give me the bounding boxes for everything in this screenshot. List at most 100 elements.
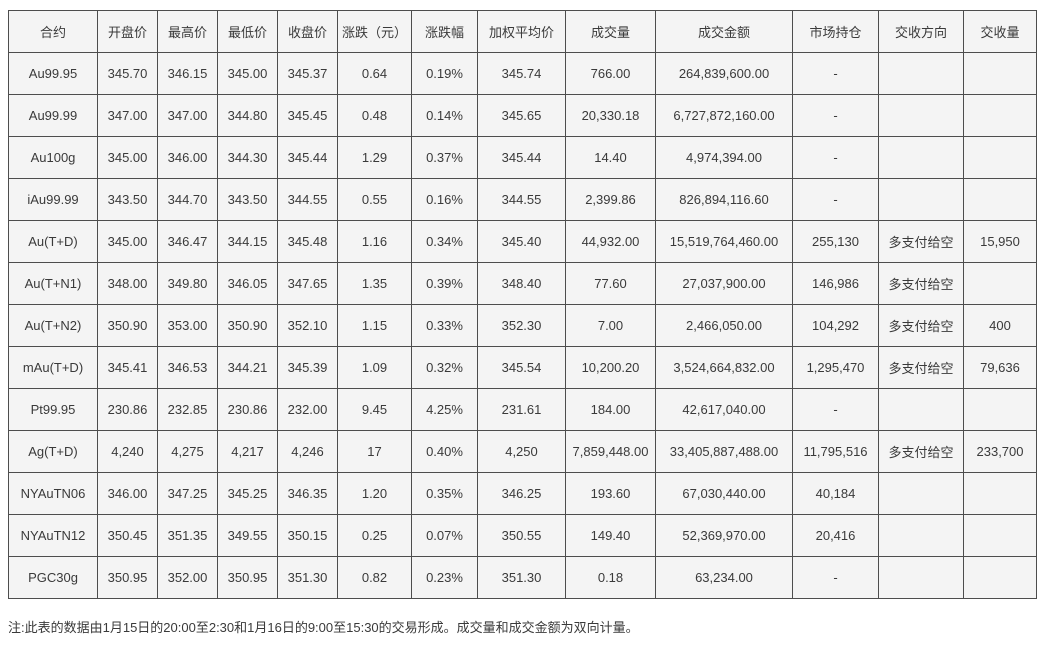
column-header-open-interest: 市场持仓 [792,10,879,53]
cell-delivery-direction: 多支付给空 [878,346,964,389]
cell-change: 1.29 [337,136,412,179]
cell-delivery-volume [963,514,1037,557]
cell-delivery-direction [878,94,964,137]
cell-high: 346.15 [157,52,218,95]
cell-turnover: 3,524,664,832.00 [655,346,793,389]
column-header-close: 收盘价 [277,10,338,53]
cell-low: 345.00 [217,52,278,95]
cell-high: 4,275 [157,430,218,473]
cell-close: 347.65 [277,262,338,305]
table-row-mAu(T+D): mAu(T+D) 345.41 346.53 344.21 345.39 1.09 0.32… [8,346,1037,389]
table-body: Au99.95 345.70 346.15 345.00 345.37 0.64 0.19%… [8,52,1037,599]
cell-turnover: 27,037,900.00 [655,262,793,305]
cell-low: 344.30 [217,136,278,179]
cell-turnover: 15,519,764,460.00 [655,220,793,263]
cell-delivery-direction [878,514,964,557]
cell-open: 4,240 [97,430,158,473]
cell-turnover: 4,974,394.00 [655,136,793,179]
cell-volume: 0.18 [565,556,656,599]
cell-open-interest: 20,416 [792,514,879,557]
cell-close: 346.35 [277,472,338,515]
cell-low: 344.21 [217,346,278,389]
cell-contract: NYAuTN06 [8,472,98,515]
cell-change: 17 [337,430,412,473]
cell-contract: Au99.95 [8,52,98,95]
cell-close: 232.00 [277,388,338,431]
cell-low: 344.15 [217,220,278,263]
cell-high: 344.70 [157,178,218,221]
cell-delivery-direction: 多支付给空 [878,262,964,305]
cell-high: 353.00 [157,304,218,347]
cell-delivery-direction: 多支付给空 [878,304,964,347]
cell-contract: mAu(T+D) [8,346,98,389]
cell-low: 349.55 [217,514,278,557]
cell-turnover: 826,894,116.60 [655,178,793,221]
cell-turnover: 52,369,970.00 [655,514,793,557]
cell-high: 352.00 [157,556,218,599]
cell-delivery-volume [963,94,1037,137]
cell-turnover: 264,839,600.00 [655,52,793,95]
cell-change-pct: 0.16% [411,178,478,221]
table-row-Au(T+N1): Au(T+N1) 348.00 349.80 346.05 347.65 1.35 0.39… [8,262,1037,305]
table-row-Au99.99: Au99.99 347.00 347.00 344.80 345.45 0.48 0.14%… [8,94,1037,137]
cell-volume: 10,200.20 [565,346,656,389]
cell-volume: 14.40 [565,136,656,179]
column-header-turnover: 成交金额 [655,10,793,53]
cell-close: 350.15 [277,514,338,557]
table-row-NYAuTN06: NYAuTN06 346.00 347.25 345.25 346.35 1.20 0.35… [8,472,1037,515]
cell-open: 350.45 [97,514,158,557]
cell-open-interest: 104,292 [792,304,879,347]
cell-open: 348.00 [97,262,158,305]
cell-change-pct: 0.07% [411,514,478,557]
cell-vwap: 4,250 [477,430,566,473]
cell-vwap: 346.25 [477,472,566,515]
cell-open: 343.50 [97,178,158,221]
cell-volume: 77.60 [565,262,656,305]
cell-delivery-direction: 多支付给空 [878,430,964,473]
table-row-Pt99.95: Pt99.95 230.86 232.85 230.86 232.00 9.45 4.25%… [8,388,1037,431]
cell-change-pct: 0.23% [411,556,478,599]
column-header-low: 最低价 [217,10,278,53]
cell-open: 345.70 [97,52,158,95]
cell-delivery-direction [878,472,964,515]
table-row-iAu99.99: iAu99.99 343.50 344.70 343.50 344.55 0.55 0.16… [8,178,1037,221]
cell-turnover: 63,234.00 [655,556,793,599]
cell-open: 345.00 [97,136,158,179]
cell-low: 230.86 [217,388,278,431]
cell-vwap: 348.40 [477,262,566,305]
cell-turnover: 2,466,050.00 [655,304,793,347]
cell-delivery-volume [963,262,1037,305]
cell-open: 345.41 [97,346,158,389]
cell-contract: PGC30g [8,556,98,599]
cell-open-interest: 40,184 [792,472,879,515]
cell-close: 345.45 [277,94,338,137]
column-header-delivery-direction: 交收方向 [878,10,964,53]
cell-high: 351.35 [157,514,218,557]
cell-open-interest: 1,295,470 [792,346,879,389]
cell-close: 345.48 [277,220,338,263]
cell-delivery-volume: 400 [963,304,1037,347]
column-header-delivery-volume: 交收量 [963,10,1037,53]
cell-change: 0.64 [337,52,412,95]
cell-change-pct: 0.35% [411,472,478,515]
cell-change: 0.82 [337,556,412,599]
cell-delivery-volume [963,472,1037,515]
cell-contract: Au(T+N2) [8,304,98,347]
cell-contract: Au(T+D) [8,220,98,263]
cell-volume: 20,330.18 [565,94,656,137]
cell-close: 345.39 [277,346,338,389]
cell-change-pct: 0.19% [411,52,478,95]
cell-contract: Pt99.95 [8,388,98,431]
cell-open-interest: - [792,556,879,599]
cell-open: 346.00 [97,472,158,515]
cell-low: 343.50 [217,178,278,221]
cell-change: 1.35 [337,262,412,305]
cell-open-interest: - [792,388,879,431]
cell-contract: Ag(T+D) [8,430,98,473]
cell-change: 1.16 [337,220,412,263]
cell-close: 345.37 [277,52,338,95]
cell-open-interest: - [792,94,879,137]
cell-low: 4,217 [217,430,278,473]
cell-low: 345.25 [217,472,278,515]
